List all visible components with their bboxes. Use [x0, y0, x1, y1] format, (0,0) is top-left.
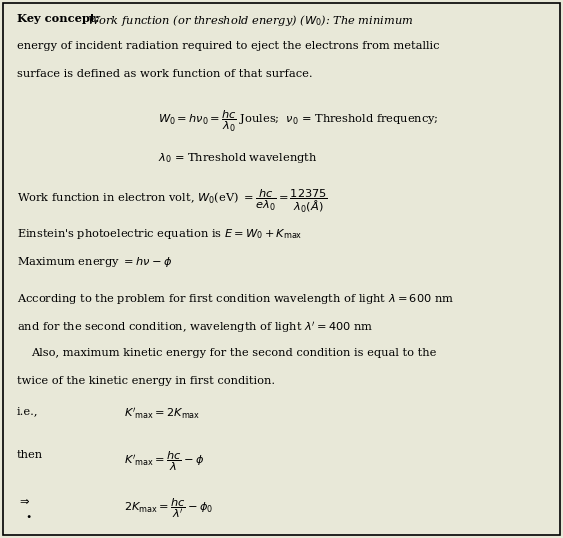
Text: Einstein's photoelectric equation is $E = W_0 + K_{\mathrm{max}}$: Einstein's photoelectric equation is $E …	[17, 228, 302, 242]
Text: $\lambda_0$ = Threshold wavelength: $\lambda_0$ = Threshold wavelength	[158, 151, 317, 165]
Text: twice of the kinetic energy in first condition.: twice of the kinetic energy in first con…	[17, 376, 275, 386]
Text: i.e.,: i.e.,	[17, 407, 38, 416]
Text: Key concept:: Key concept:	[17, 13, 99, 24]
Text: $W_0 = h\nu_0 = \dfrac{hc}{\lambda_0}$ Joules;  $\nu_0$ = Threshold frequency;: $W_0 = h\nu_0 = \dfrac{hc}{\lambda_0}$ J…	[158, 109, 439, 134]
Text: and for the second condition, wavelength of light $\lambda' = 400$ nm: and for the second condition, wavelength…	[17, 320, 373, 335]
Text: then: then	[17, 450, 43, 460]
Text: energy of incident radiation required to eject the electrons from metallic: energy of incident radiation required to…	[17, 41, 439, 52]
Text: Maximum energy $= h\nu - \phi$: Maximum energy $= h\nu - \phi$	[17, 256, 172, 270]
Text: surface is defined as work function of that surface.: surface is defined as work function of t…	[17, 69, 312, 80]
Text: According to the problem for first condition wavelength of light $\lambda = 600$: According to the problem for first condi…	[17, 292, 454, 306]
Text: $2K_{\mathrm{max}} = \dfrac{hc}{\lambda'} - \phi_0$: $2K_{\mathrm{max}} = \dfrac{hc}{\lambda'…	[124, 496, 213, 520]
Text: $\bullet$: $\bullet$	[25, 512, 32, 520]
Text: $K'_{\mathrm{max}} = 2K_{\mathrm{max}}$: $K'_{\mathrm{max}} = 2K_{\mathrm{max}}$	[124, 407, 200, 421]
Text: Work function in electron volt, $W_0$(eV) $= \dfrac{hc}{e\lambda_0} = \dfrac{123: Work function in electron volt, $W_0$(eV…	[17, 188, 328, 215]
Text: Work function (or threshold energy) ($W_0$): The minimum: Work function (or threshold energy) ($W_…	[87, 13, 414, 29]
Text: $\Rightarrow$: $\Rightarrow$	[17, 496, 30, 506]
Text: $K'_{\mathrm{max}} = \dfrac{hc}{\lambda} - \phi$: $K'_{\mathrm{max}} = \dfrac{hc}{\lambda}…	[124, 450, 204, 473]
Text: Also, maximum kinetic energy for the second condition is equal to the: Also, maximum kinetic energy for the sec…	[31, 348, 436, 358]
